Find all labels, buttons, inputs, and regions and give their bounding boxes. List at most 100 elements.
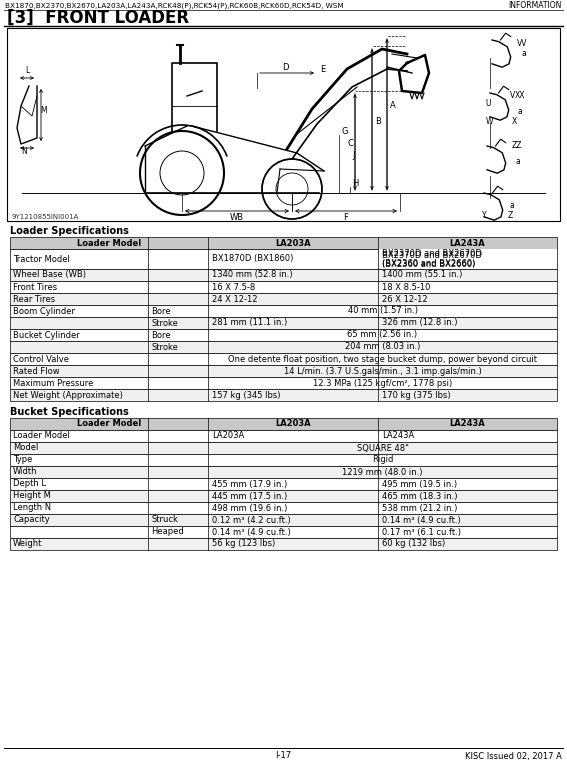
- Bar: [10, 514, 557, 526]
- Text: BX1870,BX2370,BX2670,LA203A,LA243A,RCK48(P),RCK54(P),RCK60B,RCK60D,RCK54D, WSM: BX1870,BX2370,BX2670,LA203A,LA243A,RCK48…: [5, 3, 344, 9]
- Text: Net Weight (Approximate): Net Weight (Approximate): [13, 391, 123, 400]
- Bar: [10, 478, 557, 490]
- Bar: [10, 237, 557, 249]
- Text: LA243A: LA243A: [450, 420, 485, 428]
- Text: G: G: [342, 126, 349, 136]
- Bar: [7, 28, 560, 221]
- Text: 14 L/min. (3.7 U.S.gals/min., 3.1 imp.gals/min.): 14 L/min. (3.7 U.S.gals/min., 3.1 imp.ga…: [284, 366, 481, 375]
- Text: Type: Type: [13, 456, 32, 464]
- Text: a: a: [522, 50, 527, 58]
- Bar: [10, 269, 557, 281]
- Text: 0.17 m³ (6.1 cu.ft.): 0.17 m³ (6.1 cu.ft.): [382, 528, 461, 536]
- Bar: [10, 454, 557, 466]
- Text: 0.12 m³ (4.2 cu.ft.): 0.12 m³ (4.2 cu.ft.): [212, 516, 291, 525]
- Bar: [10, 281, 557, 293]
- Text: Stroke: Stroke: [151, 319, 178, 328]
- Text: LA203A: LA203A: [275, 420, 311, 428]
- Text: WB: WB: [230, 214, 244, 222]
- Text: 12.3 MPa (125 kgf/cm², 1778 psi): 12.3 MPa (125 kgf/cm², 1778 psi): [313, 378, 452, 388]
- Text: ZZ: ZZ: [512, 142, 523, 150]
- Text: 18 X 8.5-10: 18 X 8.5-10: [382, 283, 430, 292]
- Bar: [10, 365, 557, 377]
- Text: XX: XX: [515, 91, 526, 100]
- Text: 157 kg (345 lbs): 157 kg (345 lbs): [212, 391, 281, 400]
- Text: N: N: [21, 146, 27, 155]
- Text: Y: Y: [482, 211, 486, 220]
- Text: L: L: [25, 66, 29, 75]
- Text: 16 X 7.5-8: 16 X 7.5-8: [212, 283, 255, 292]
- Text: 326 mm (12.8 in.): 326 mm (12.8 in.): [382, 319, 458, 328]
- Text: X: X: [512, 116, 517, 126]
- Text: 40 mm (1.57 in.): 40 mm (1.57 in.): [348, 306, 417, 316]
- Bar: [10, 341, 557, 353]
- Bar: [10, 305, 557, 317]
- Text: 56 kg (123 lbs): 56 kg (123 lbs): [212, 539, 275, 548]
- Text: 65 mm (2.56 in.): 65 mm (2.56 in.): [348, 330, 417, 339]
- Text: Heaped: Heaped: [151, 528, 184, 536]
- Text: B: B: [375, 116, 381, 126]
- Text: 170 kg (375 lbs): 170 kg (375 lbs): [382, 391, 451, 400]
- Text: Boom Cylinder: Boom Cylinder: [13, 306, 75, 316]
- Text: One detente float position, two stage bucket dump, power beyond circuit: One detente float position, two stage bu…: [228, 355, 537, 364]
- Bar: [10, 329, 557, 341]
- Text: LA203A: LA203A: [275, 238, 311, 247]
- Text: LA243A: LA243A: [382, 431, 414, 440]
- Text: 1219 mm (48.0 in.): 1219 mm (48.0 in.): [342, 467, 423, 476]
- Text: KISC Issued 02, 2017 A: KISC Issued 02, 2017 A: [465, 751, 562, 761]
- Text: Loader Specifications: Loader Specifications: [10, 226, 129, 236]
- Text: a: a: [518, 106, 523, 116]
- Text: Bucket Specifications: Bucket Specifications: [10, 407, 129, 417]
- Bar: [10, 442, 557, 454]
- Text: INFORMATION: INFORMATION: [509, 2, 562, 11]
- Text: J: J: [352, 152, 354, 161]
- Text: W: W: [486, 116, 493, 126]
- Text: M: M: [41, 106, 47, 115]
- Text: 465 mm (18.3 in.): 465 mm (18.3 in.): [382, 492, 458, 500]
- Text: Wheel Base (WB): Wheel Base (WB): [13, 270, 86, 280]
- Text: Width: Width: [13, 467, 37, 476]
- Text: D: D: [282, 64, 289, 73]
- Bar: [10, 430, 557, 442]
- Text: Depth L: Depth L: [13, 480, 46, 489]
- Text: 204 mm (8.03 in.): 204 mm (8.03 in.): [345, 342, 420, 352]
- Text: LA203A: LA203A: [212, 431, 244, 440]
- Text: Z: Z: [508, 211, 513, 220]
- Text: 495 mm (19.5 in.): 495 mm (19.5 in.): [382, 480, 457, 489]
- Text: I-17: I-17: [275, 751, 291, 761]
- Text: Rear Tires: Rear Tires: [13, 294, 55, 303]
- Text: F: F: [344, 214, 349, 222]
- Text: 26 X 12-12: 26 X 12-12: [382, 294, 428, 303]
- Text: 60 kg (132 lbs): 60 kg (132 lbs): [382, 539, 445, 548]
- Text: a: a: [510, 201, 515, 209]
- Bar: [10, 377, 557, 389]
- Text: Front Tires: Front Tires: [13, 283, 57, 292]
- Text: [3]  FRONT LOADER: [3] FRONT LOADER: [7, 9, 189, 27]
- Bar: [10, 526, 557, 538]
- Text: 1340 mm (52.8 in.): 1340 mm (52.8 in.): [212, 270, 293, 280]
- Bar: [10, 490, 557, 502]
- Text: BX1870D (BX1860): BX1870D (BX1860): [212, 254, 293, 264]
- Text: 0.14 m³ (4.9 cu.ft.): 0.14 m³ (4.9 cu.ft.): [212, 528, 291, 536]
- Bar: [10, 389, 557, 401]
- Text: 445 mm (17.5 in.): 445 mm (17.5 in.): [212, 492, 287, 500]
- Text: Weight: Weight: [13, 539, 43, 548]
- Text: A: A: [390, 102, 396, 110]
- Text: Length N: Length N: [13, 503, 51, 512]
- Text: VV: VV: [517, 38, 527, 47]
- Bar: [10, 502, 557, 514]
- Text: BX2370D and BX2670D: BX2370D and BX2670D: [382, 251, 482, 260]
- Text: E: E: [320, 66, 325, 74]
- Text: H: H: [352, 178, 358, 188]
- Text: Bucket Cylinder: Bucket Cylinder: [13, 330, 80, 339]
- Bar: [378, 249, 557, 269]
- Text: 498 mm (19.6 in.): 498 mm (19.6 in.): [212, 503, 287, 512]
- Text: BX2370D and BX2670D
(BX2360 and BX2660): BX2370D and BX2670D (BX2360 and BX2660): [382, 249, 482, 269]
- Text: V: V: [510, 91, 515, 100]
- Text: (BX2360 and BX2660): (BX2360 and BX2660): [382, 259, 475, 268]
- Text: 24 X 12-12: 24 X 12-12: [212, 294, 257, 303]
- Text: Maximum Pressure: Maximum Pressure: [13, 378, 94, 388]
- Text: Model: Model: [13, 444, 39, 453]
- Text: 538 mm (21.2 in.): 538 mm (21.2 in.): [382, 503, 458, 512]
- Text: Rated Flow: Rated Flow: [13, 366, 60, 375]
- Bar: [10, 293, 557, 305]
